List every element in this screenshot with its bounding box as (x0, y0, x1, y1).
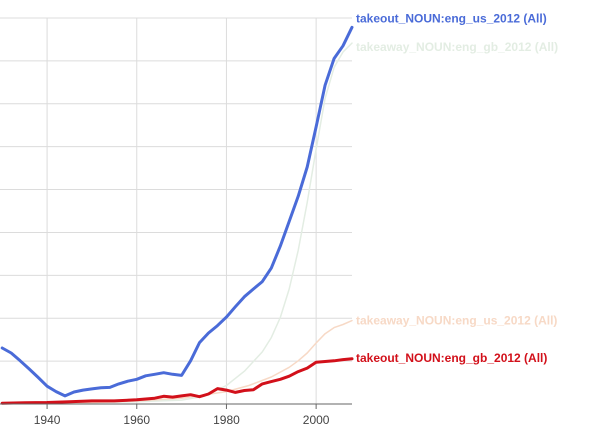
x-tick-label: 1960 (123, 413, 150, 427)
x-tick-label: 2000 (303, 413, 330, 427)
series-line[interactable] (0, 25, 354, 398)
series-label[interactable]: takeout_NOUN:eng_us_2012 (All) (356, 11, 547, 25)
series-line[interactable] (0, 357, 354, 405)
series-line[interactable] (1, 42, 353, 404)
series-label[interactable]: takeaway_NOUN:eng_gb_2012 (All) (356, 40, 558, 54)
x-tick-label: 1940 (34, 413, 61, 427)
series-labels: takeout_NOUN:eng_us_2012 (All) takeaway_N… (356, 11, 558, 365)
x-tick-label: 1980 (213, 413, 240, 427)
x-axis: 1940 1960 1980 2000 (0, 403, 352, 427)
grid (0, 17, 352, 405)
series-label[interactable]: takeaway_NOUN:eng_us_2012 (All) (356, 314, 557, 328)
series-line[interactable] (1, 319, 353, 404)
plot-lines (0, 25, 354, 405)
series-label[interactable]: takeout_NOUN:eng_gb_2012 (All) (356, 351, 547, 365)
